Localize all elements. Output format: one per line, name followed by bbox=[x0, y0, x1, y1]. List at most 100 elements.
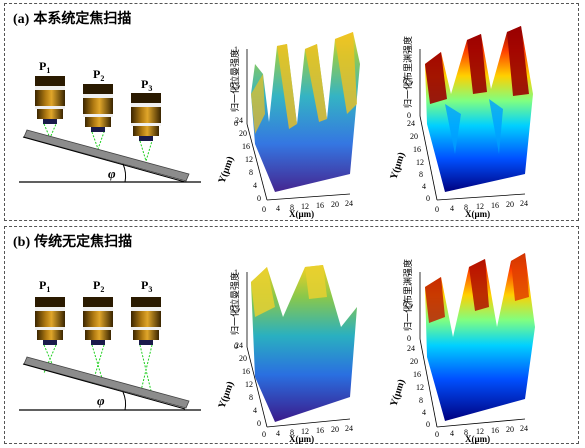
x-tick: 20 bbox=[331, 200, 339, 209]
y-tick: 24 bbox=[407, 344, 415, 353]
plot-brillouin-a bbox=[419, 26, 533, 201]
y-tick: 24 bbox=[407, 119, 415, 128]
z-tick: 0 bbox=[407, 334, 411, 343]
label-p1: P1 bbox=[39, 59, 50, 75]
y-tick: 8 bbox=[249, 168, 253, 177]
label-p3: P3 bbox=[141, 77, 152, 93]
x-tick: 20 bbox=[506, 425, 514, 434]
angle-phi: φ bbox=[108, 166, 116, 181]
y-tick: 20 bbox=[239, 354, 247, 363]
y-tick: 12 bbox=[245, 380, 253, 389]
panel-b-tag: (b) bbox=[13, 235, 31, 250]
incline-line bbox=[22, 136, 186, 183]
z-tick: 1 bbox=[407, 45, 411, 54]
plot-brillouin-b bbox=[419, 253, 535, 428]
x-tick: 16 bbox=[316, 426, 324, 435]
plot-brillouin-a-zlabel: 归一化布里渊强度 bbox=[402, 36, 413, 108]
y-tick: 0 bbox=[257, 419, 261, 428]
x-tick: 12 bbox=[476, 202, 484, 211]
x-tick: 4 bbox=[450, 429, 454, 438]
z-tick: 0.5 bbox=[230, 81, 240, 90]
x-tick: 24 bbox=[520, 424, 528, 433]
y-tick: 8 bbox=[419, 170, 423, 179]
plot-raman-b-ylabel: Y(μm) bbox=[216, 380, 236, 410]
z-tick: 0.5 bbox=[403, 300, 413, 309]
objective-p2 bbox=[83, 297, 113, 345]
x-tick: 4 bbox=[276, 204, 280, 213]
y-tick: 24 bbox=[235, 341, 243, 350]
plot-brillouin-a-ylabel: Y(μm) bbox=[388, 151, 407, 181]
z-tick: 1 bbox=[234, 268, 238, 277]
sample-stage bbox=[23, 129, 190, 182]
plot-brillouin-b-zlabel: 归一化布里渊强度 bbox=[402, 259, 413, 331]
z-tick: 0.5 bbox=[230, 304, 240, 313]
y-tick: 24 bbox=[235, 116, 243, 125]
y-tick: 4 bbox=[422, 182, 426, 191]
incline-line bbox=[22, 363, 186, 410]
y-tick: 4 bbox=[422, 408, 426, 417]
x-tick: 8 bbox=[464, 203, 468, 212]
z-tick: 1 bbox=[234, 45, 238, 54]
y-tick: 20 bbox=[239, 129, 247, 138]
x-tick: 20 bbox=[331, 425, 339, 434]
x-tick: 20 bbox=[506, 200, 514, 209]
x-tick: 0 bbox=[262, 430, 266, 439]
y-tick: 16 bbox=[413, 370, 421, 379]
label-p2: P2 bbox=[93, 67, 104, 83]
y-tick: 16 bbox=[242, 367, 250, 376]
sample-stage bbox=[23, 356, 190, 409]
angle-arc bbox=[122, 163, 127, 183]
panel-a-graphics: P1 P2 P3 φ 归一化拉曼强度 1 0.5 bbox=[19, 26, 533, 219]
x-tick: 24 bbox=[345, 424, 353, 433]
x-tick: 4 bbox=[276, 429, 280, 438]
y-tick: 12 bbox=[416, 383, 424, 392]
plot-raman-a-zlabel: 归一化拉曼强度 bbox=[229, 49, 240, 112]
x-tick: 12 bbox=[301, 427, 309, 436]
z-tick: 0 bbox=[407, 111, 411, 120]
angle-arc bbox=[122, 391, 127, 411]
panel-b-graphics: P1 P2 P3 φ 归一化拉曼强度 1 0.5 0 24 20 16 12 bbox=[19, 253, 535, 444]
y-tick: 12 bbox=[245, 155, 253, 164]
x-tick: 8 bbox=[290, 428, 294, 437]
y-tick: 0 bbox=[257, 194, 261, 203]
plot-brillouin-b-ylabel: Y(μm) bbox=[388, 378, 407, 408]
x-tick: 24 bbox=[345, 199, 353, 208]
y-tick: 20 bbox=[410, 132, 418, 141]
plot-raman-a-xlabel: X(μm) bbox=[289, 209, 314, 219]
y-tick: 0 bbox=[426, 194, 430, 203]
y-tick: 12 bbox=[416, 158, 424, 167]
x-tick: 8 bbox=[464, 428, 468, 437]
y-tick: 16 bbox=[413, 145, 421, 154]
plot-raman-b-xlabel: X(μm) bbox=[289, 434, 314, 444]
plot-brillouin-b-xlabel: X(μm) bbox=[465, 434, 490, 444]
objective-p3 bbox=[131, 93, 161, 141]
panel-a: (a) 本系统定焦扫描 bbox=[4, 3, 579, 221]
objective-p1 bbox=[35, 76, 65, 124]
z-tick: 0 bbox=[234, 119, 238, 128]
objective-p1 bbox=[35, 297, 65, 345]
x-tick: 16 bbox=[316, 201, 324, 210]
plot-raman-b bbox=[246, 265, 357, 428]
label-p3: P3 bbox=[141, 278, 152, 294]
x-tick: 0 bbox=[435, 205, 439, 214]
panel-a-tag: (a) bbox=[13, 12, 30, 27]
panel-a-title-text: 本系统定焦扫描 bbox=[33, 12, 132, 27]
x-tick: 16 bbox=[491, 201, 499, 210]
y-tick: 8 bbox=[249, 393, 253, 402]
label-p1: P1 bbox=[39, 278, 50, 294]
x-tick: 8 bbox=[290, 203, 294, 212]
x-tick: 12 bbox=[301, 202, 309, 211]
panel-b-title-text: 传统无定焦扫描 bbox=[34, 235, 133, 250]
plot-raman-a bbox=[246, 32, 360, 201]
label-p2: P2 bbox=[93, 278, 104, 294]
x-tick: 0 bbox=[262, 205, 266, 214]
x-tick: 0 bbox=[435, 430, 439, 439]
panel-b: (b) 传统无定焦扫描 bbox=[4, 226, 579, 444]
z-tick: 0.5 bbox=[403, 77, 413, 86]
objective-p2 bbox=[83, 84, 113, 132]
x-tick: 4 bbox=[450, 204, 454, 213]
x-tick: 12 bbox=[476, 427, 484, 436]
y-tick: 20 bbox=[410, 357, 418, 366]
y-tick: 4 bbox=[253, 406, 257, 415]
x-tick: 16 bbox=[491, 426, 499, 435]
